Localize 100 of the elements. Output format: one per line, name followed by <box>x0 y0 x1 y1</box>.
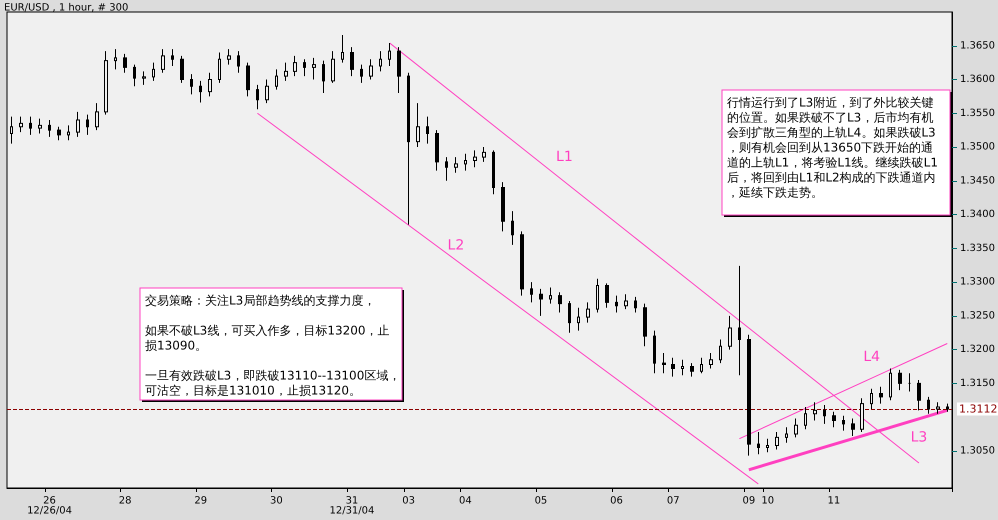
candlestick <box>104 50 108 116</box>
annotation: 如果不破L3线，可买入作多，目标13200，止损13090。 <box>145 324 390 352</box>
candlestick <box>530 282 533 303</box>
candlestick <box>246 62 250 97</box>
candlestick <box>851 418 855 437</box>
series-label: L1 <box>556 149 573 166</box>
candlestick <box>700 357 703 374</box>
y-tick-label: 1.3650 <box>960 40 996 52</box>
candlestick <box>388 42 391 67</box>
candlestick <box>29 116 32 136</box>
candlestick <box>133 64 136 87</box>
candlestick <box>95 102 99 131</box>
candlestick <box>331 50 335 84</box>
candlestick <box>662 352 666 374</box>
y-tick-label: 1.3500 <box>960 142 996 153</box>
candlestick <box>208 72 212 97</box>
candlestick <box>445 156 448 182</box>
candlestick <box>747 334 751 456</box>
candlestick <box>757 431 760 455</box>
candlestick <box>511 210 514 246</box>
candlestick <box>643 303 647 347</box>
candlestick <box>265 79 269 104</box>
candlestick <box>539 288 543 316</box>
candlestick <box>615 295 618 313</box>
candlestick <box>690 362 694 378</box>
candlestick <box>303 58 306 77</box>
candlestick <box>813 402 817 421</box>
y-tick-label: 1.3050 <box>960 445 996 456</box>
annotation: 交易策略：关注L3局部趋势线的支撑力度， <box>145 294 376 308</box>
candlestick <box>653 330 656 374</box>
candlestick <box>171 48 174 67</box>
candlestick <box>397 46 401 94</box>
candlestick <box>681 359 684 376</box>
y-tick-label: 1.3450 <box>960 175 996 186</box>
candlestick <box>48 120 51 138</box>
candlestick <box>804 406 807 430</box>
candlestick <box>634 296 637 313</box>
candlestick <box>464 153 467 172</box>
candlestick <box>218 52 221 84</box>
candlestick <box>416 102 420 148</box>
candlestick <box>350 46 354 77</box>
x-tick-label: 28 <box>118 496 132 506</box>
candlestick <box>473 150 477 168</box>
candlestick <box>927 396 930 414</box>
candlestick <box>605 282 609 308</box>
candlestick <box>728 315 732 350</box>
x-tick-label: 03 <box>402 496 415 506</box>
candlestick <box>256 84 259 110</box>
candlestick <box>586 302 590 324</box>
candlestick <box>860 398 864 432</box>
candlestick <box>152 62 155 82</box>
annotation: 一旦有效跌破L3，即跌破13110--13100区域，可沽空，目标是131010，止损13120。 <box>145 368 400 398</box>
candlestick <box>407 72 410 226</box>
candlestick <box>369 58 373 80</box>
y-tick-label: 1.3550 <box>960 108 996 119</box>
candlestick <box>889 368 892 401</box>
candlestick <box>161 48 165 74</box>
candlestick <box>823 404 826 424</box>
candlestick <box>492 150 495 195</box>
candlestick <box>199 80 202 103</box>
candlestick <box>293 55 297 77</box>
x-tick-label: 07 <box>666 496 680 506</box>
candlestick <box>917 379 921 411</box>
y-tick-label: 1.3600 <box>960 74 996 86</box>
candlestick <box>577 307 580 332</box>
candlestick <box>520 230 524 296</box>
candlestick <box>568 300 571 334</box>
chart-title: EUR/USD , 1 hour, # 300 <box>4 2 128 14</box>
candlestick <box>832 411 836 428</box>
candlestick <box>898 369 902 391</box>
x-tick-label: 30 <box>270 496 283 506</box>
x-tick-label: 10 <box>761 496 774 506</box>
candlestick <box>719 338 722 364</box>
candlestick <box>142 70 146 86</box>
candlestick <box>435 130 439 172</box>
x-tick-label: 11 <box>828 496 840 506</box>
candlestick <box>785 426 788 444</box>
candlestick <box>227 48 231 66</box>
candlestick <box>86 114 89 136</box>
candlestick <box>123 53 127 74</box>
candlestick <box>671 357 675 378</box>
series-label: L3 <box>910 429 928 446</box>
candlestick <box>341 34 344 64</box>
candlestick <box>946 403 949 412</box>
y-tick-label: 1.3200 <box>960 344 996 356</box>
candlestick <box>180 55 184 84</box>
candlestick <box>426 116 429 144</box>
candlestick <box>624 294 628 310</box>
candlestick <box>870 388 873 410</box>
y-tick-label: 1.3150 <box>960 378 996 389</box>
x-tick-label: 04 <box>458 496 472 506</box>
ref-line-label: 1.3112 <box>959 402 998 416</box>
candlestick <box>114 48 117 70</box>
candlestick <box>275 68 278 90</box>
candlestick <box>57 126 61 141</box>
candlestick <box>67 124 70 141</box>
annotation: 行情运行到了L3附近，到了外比较关键的位置。如果跌破不了L3，后市均有机会到扩散三角型的上轨L4。如果跌破L3，则有机会回到从13650下跌开始的通道的上轨L1，将考验L1线。继续跌破L1后，将回到由L1和L2构成的下跌通道内，延续下跌走势。 <box>727 96 938 200</box>
candlestick <box>10 116 13 144</box>
x-tick-label: 09 <box>742 496 756 506</box>
candlestick <box>38 118 42 134</box>
